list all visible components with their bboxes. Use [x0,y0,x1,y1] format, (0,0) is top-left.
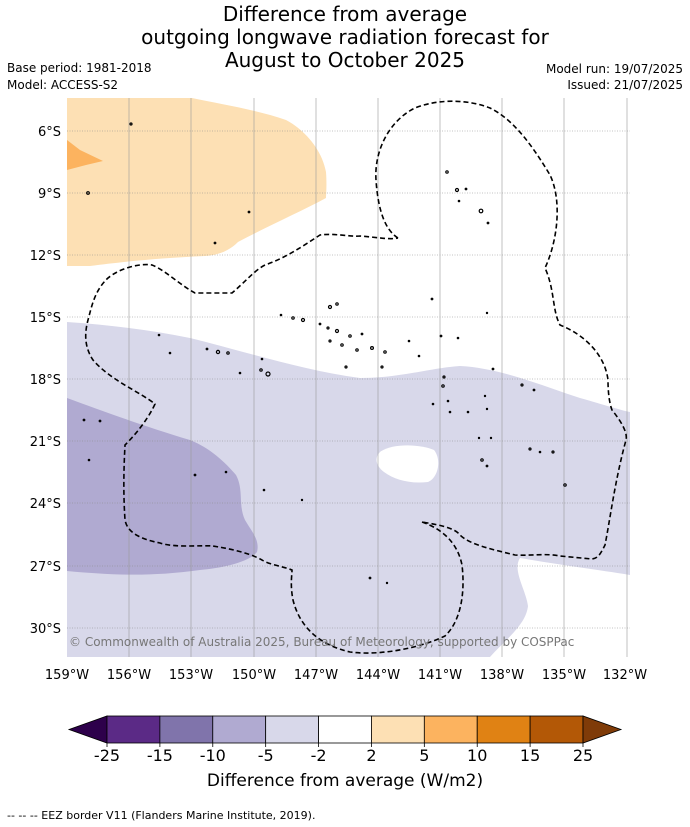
title-line-2: outgoing longwave radiation forecast for [141,25,549,49]
eez-border [84,100,628,654]
lat-label: 9°S [38,187,61,202]
lon-label: 153°W [169,668,213,683]
colorbar-tick-label: -15 [147,746,173,765]
colorbar-segment [371,715,425,744]
lon-label: 150°W [232,668,276,683]
base-period: Base period: 1981-2018 [7,61,152,75]
anomaly-region-5-10 [67,140,103,170]
colorbar-segment [265,715,319,744]
colorbar-tick-label: 15 [520,746,540,765]
colorbar-segment [423,715,478,744]
colorbar-low-extend [67,715,108,744]
colorbar-high-extend [582,715,623,744]
map-panel: © Commonwealth of Australia 2025, Bureau… [67,98,630,657]
colorbar-segment [159,715,214,744]
anomaly-region-minus5-minus2 [67,322,630,657]
model-run: Model run: 19/07/2025 [545,62,683,76]
lon-label: 144°W [356,668,400,683]
lon-label: 156°W [107,668,151,683]
lat-label: 6°S [38,125,61,140]
issued-date: Issued: 21/07/2025 [567,78,683,92]
colorbar-tick-label: -5 [258,746,274,765]
lon-label: 141°W [418,668,462,683]
lat-label: 12°S [30,249,61,264]
copyright-text: © Commonwealth of Australia 2025, Bureau… [69,635,574,649]
colorbar-title: Difference from average (W/m2) [206,771,484,791]
colorbar: -25 -15 -10 -5 -2 2 5 10 15 25 [67,715,623,765]
colorbar-tick-label: 5 [419,746,429,765]
neutral-hole [376,445,439,483]
colorbar-tick-label: -10 [200,746,226,765]
anomaly-region-2-5 [67,98,327,266]
lat-label: 30°S [30,622,61,637]
lat-labels: 6°S 9°S 12°S 15°S 18°S 21°S 24°S 27°S 30… [30,125,61,637]
islands [82,122,567,585]
colorbar-tick-label: 25 [573,746,593,765]
anomaly-region-minus10-minus5 [67,398,258,575]
colorbar-tick-label: 10 [467,746,487,765]
colorbar-segment [212,715,267,744]
lat-label: 27°S [30,560,61,575]
footnote: -- -- -- EEZ border V11 (Flanders Marine… [7,809,316,822]
lon-label: 159°W [45,668,89,683]
lat-label: 21°S [30,435,61,450]
lat-label: 18°S [30,373,61,388]
lon-label: 135°W [542,668,586,683]
lon-label: 138°W [480,668,524,683]
colorbar-segment [529,715,584,744]
model-name: Model: ACCESS-S2 [7,78,119,92]
colorbar-segment [106,715,161,744]
lon-label: 147°W [294,668,338,683]
lat-label: 15°S [30,311,61,326]
colorbar-tick-label: -2 [311,746,327,765]
colorbar-tick-label: 2 [366,746,376,765]
lon-labels: 159°W 156°W 153°W 150°W 147°W 144°W 141°… [45,668,647,683]
colorbar-segment [476,715,531,744]
lat-label: 24°S [30,497,61,512]
colorbar-tick-label: -25 [94,746,120,765]
lon-label: 132°W [603,668,647,683]
title-line-1: Difference from average [222,2,468,26]
colorbar-segment [318,715,372,744]
title-line-3: August to October 2025 [224,48,466,72]
meridians [128,98,628,657]
